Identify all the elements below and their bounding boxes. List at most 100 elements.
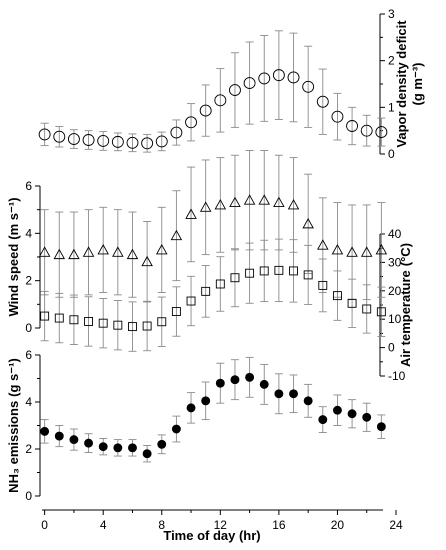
wind-speed-data-point [199,201,212,212]
air-temperature-data-point [332,291,342,301]
air-temperature-data-point [186,296,196,306]
air-temperature-y-tick-label: -10 [388,369,406,383]
vapor-density-deficit-data-point [243,77,256,90]
nh3-emissions-data-point [274,389,284,399]
air-temperature-data-point [347,298,357,308]
vapor-density-deficit-data-point [126,136,139,149]
vapor-density-deficit-data-point [258,72,271,85]
vapor-density-deficit-data-point [375,126,388,139]
vapor-density-deficit-data-point [346,120,359,132]
air-temperature-y-axis-unit: (°C) [398,243,413,266]
nh3-emissions-y-tick-label: 0 [25,489,32,503]
nh3-emissions-data-point [303,396,313,406]
nh3-emissions-data-point [332,405,342,415]
vapor-density-deficit-data-point [97,134,110,147]
air-temperature-data-point [215,279,225,289]
wind-speed-data-point [317,239,329,250]
wind-speed-data-point [185,208,197,219]
nh3-emissions-data-point [362,412,372,422]
nh3-emissions-data-point [142,449,152,459]
nh3-emissions-data-point [215,378,225,388]
nh3-emissions-y-axis-name: NH₃ emissions [6,401,21,493]
wind-speed-data-point [287,199,300,210]
nh3-emissions-data-point [84,438,94,448]
wind-speed-data-point [126,248,139,260]
wind-speed-data-point [97,243,109,255]
vapor-density-deficit-y-tick-label: 1 [388,100,395,114]
air-temperature-y-tick-label: 0 [388,341,395,355]
x-tick-label: 24 [389,518,403,532]
air-temperature-data-point [142,321,152,331]
air-temperature-data-point [230,273,240,283]
nh3-emissions-y-axis-title: NH₃ emissions (g s⁻¹) [6,358,21,493]
x-tick-label: 4 [100,518,107,532]
air-temperature-data-point [303,270,313,280]
air-temperature-data-point [98,318,108,328]
vapor-density-deficit-data-point [82,134,95,146]
wind-speed-data-point [214,199,227,210]
air-temperature-data-point [274,265,284,275]
wind-speed-data-point [170,229,183,241]
vapor-density-deficit-y-axis-name: Vapor density deficit [394,20,409,148]
air-temperature-y-tick-label: 30 [388,255,402,269]
wind-speed-data-point [112,246,124,257]
air-temperature-y-axis-title: Air temperature (°C) [398,243,413,367]
nh3-emissions-data-point [128,443,137,453]
air-temperature-data-point [69,315,79,325]
wind-speed-data-point [375,243,388,255]
wind-speed-y-tick-label: 0 [25,321,32,335]
air-temperature-data-point [157,317,167,327]
markers-layer [38,69,388,459]
air-temperature-data-point [245,268,255,278]
air-temperature-data-point [318,280,328,290]
wind-speed-data-point [360,246,373,257]
vapor-density-deficit-data-point [214,94,227,107]
x-tick-label: 16 [272,518,286,532]
air-temperature-y-tick-label: 20 [388,284,402,298]
vapor-density-deficit-y-tick-label: 3 [388,7,395,21]
air-temperature-data-point [376,307,386,317]
nh3-emissions-y-tick-label: 4 [25,395,32,409]
air-temperature-data-point [289,266,298,276]
air-temperature-y-tick-label: 10 [388,312,402,326]
nh3-emissions-data-point [113,443,123,453]
nh3-emissions-data-point [186,403,196,413]
vapor-density-deficit-data-point [302,80,315,93]
wind-speed-y-tick-label: 4 [25,226,32,240]
air-temperature-y-tick-label: 40 [388,227,402,241]
nh3-emissions-data-point [230,375,240,385]
vapor-density-deficit-data-point [185,116,197,129]
wind-speed-data-point [346,246,358,257]
axes-layer [35,13,397,515]
nh3-emissions-data-point [347,409,357,419]
wind-speed-data-point [243,194,256,205]
vapor-density-deficit-data-point [272,69,285,82]
wind-speed-data-point [141,255,153,267]
vapor-density-deficit-data-point [331,110,344,123]
vapor-density-deficit-data-point [170,126,183,139]
wind-speed-data-point [53,248,66,260]
vapor-density-deficit-data-point [38,128,51,141]
nh3-emissions-y-tick-label: 2 [25,442,32,456]
wind-speed-y-axis-unit: (m s⁻¹) [6,197,21,239]
wind-speed-data-point [258,194,271,205]
wind-speed-data-point [68,248,80,260]
nh3-emissions-y-axis-unit: (g s⁻¹) [6,358,21,397]
vapor-density-deficit-data-point [316,95,329,108]
wind-speed-y-tick-label: 2 [25,274,32,288]
vapor-density-deficit-data-point [287,71,300,84]
wind-speed-data-point [302,217,314,229]
vapor-density-deficit-y-tick-label: 2 [388,54,395,68]
x-tick-label: 8 [158,518,165,532]
air-temperature-data-point [171,307,181,316]
vapor-density-deficit-data-point [199,104,212,117]
air-temperature-data-point [259,266,269,276]
wind-speed-data-point [155,243,168,255]
nh3-emissions-y-tick-label: 6 [25,348,32,362]
vapor-density-deficit-data-point [111,135,124,148]
nh3-emissions-data-point [245,372,255,382]
vapor-density-deficit-data-point [53,130,66,143]
vapor-density-deficit-y-axis-unit: (g m⁻³) [410,63,425,106]
error-bars-layer [40,30,386,463]
